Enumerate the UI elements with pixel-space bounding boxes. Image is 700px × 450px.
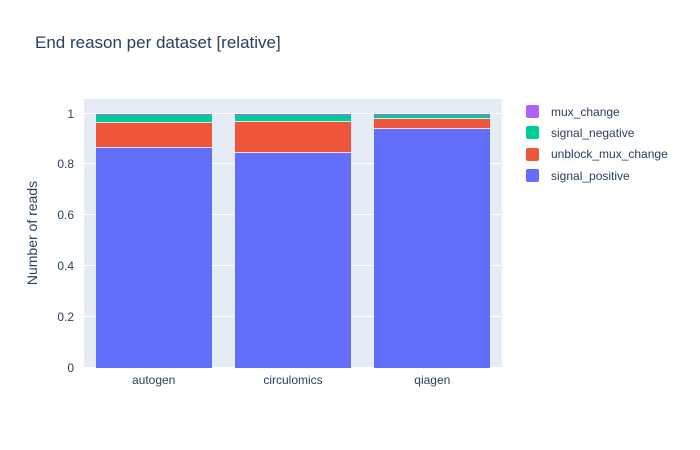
plot-area [84, 99, 502, 368]
bar-segment-signal_positive[interactable] [235, 153, 351, 368]
bar-segment-unblock_mux_change[interactable] [95, 122, 212, 148]
bar-segment-signal_positive[interactable] [374, 129, 491, 368]
y-tick-label: 0.4 [57, 259, 74, 274]
legend-swatch-icon [526, 105, 539, 119]
legend-swatch-icon [526, 147, 539, 161]
bar-segment-signal_negative[interactable] [235, 114, 351, 123]
bar-segment-signal_negative[interactable] [374, 114, 491, 120]
y-tick-label: 1 [67, 106, 74, 121]
x-tick-label: circulomics [263, 373, 323, 387]
legend-item-mux_change[interactable]: mux_change [526, 101, 668, 122]
legend-item-signal_positive[interactable]: signal_positive [526, 165, 668, 186]
x-tick-label: qiagen [414, 373, 451, 387]
legend-swatch-icon [526, 169, 539, 183]
bar-qiagen[interactable] [374, 99, 491, 368]
y-tick-label: 0.2 [57, 310, 74, 325]
bar-circulomics[interactable] [235, 99, 351, 368]
x-tick-label: autogen [131, 373, 176, 387]
bar-segment-mux_change[interactable] [374, 113, 491, 115]
y-tick-label: 0 [67, 361, 74, 375]
bar-segment-unblock_mux_change[interactable] [374, 119, 491, 130]
bar-segment-signal_positive[interactable] [95, 147, 212, 368]
bar-segment-mux_change[interactable] [95, 113, 212, 115]
legend-item-signal_negative[interactable]: signal_negative [526, 122, 668, 143]
y-tick-label: 0.6 [57, 208, 74, 223]
legend-label: signal_positive [551, 168, 630, 183]
legend-label: signal_negative [551, 125, 635, 140]
bar-segment-signal_negative[interactable] [95, 114, 212, 123]
y-tick-label: 0.8 [57, 157, 74, 172]
bar-segment-mux_change[interactable] [235, 113, 351, 115]
bar-segment-unblock_mux_change[interactable] [235, 122, 351, 154]
legend-swatch-icon [526, 126, 539, 140]
bar-autogen[interactable] [95, 99, 212, 368]
legend-item-unblock_mux_change[interactable]: unblock_mux_change [526, 144, 668, 165]
gridline [84, 112, 502, 114]
legend-label: unblock_mux_change [551, 147, 668, 162]
legend: mux_change signal_negative unblock_mux_cha… [526, 101, 668, 186]
chart-title: End reason per dataset [relative] [35, 33, 281, 52]
legend-label: mux_change [551, 104, 620, 119]
